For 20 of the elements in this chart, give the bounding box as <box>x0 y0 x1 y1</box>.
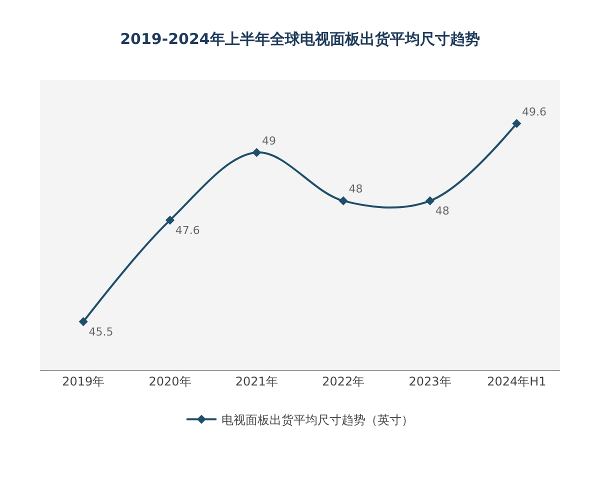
data-label: 47.6 <box>175 224 200 237</box>
point <box>252 148 262 158</box>
data-label: 45.5 <box>88 325 114 338</box>
point <box>338 196 348 206</box>
x-tick-label: 2024年H1 <box>487 374 546 388</box>
data-label: 48 <box>435 204 450 218</box>
data-label: 48 <box>348 182 363 196</box>
data-label: 49 <box>262 134 276 148</box>
point <box>425 196 435 206</box>
x-tick-label: 2023年 <box>408 374 452 388</box>
data-label: 49.6 <box>522 105 547 118</box>
x-tick-label: 2020年 <box>148 374 192 388</box>
x-tick-label: 2021年 <box>235 374 278 388</box>
point <box>78 317 88 326</box>
x-tick-label: 2022年 <box>322 374 365 388</box>
point <box>165 216 175 225</box>
chart-title: 2019-2024年上半年全球电视面板出货平均尺寸趋势 <box>120 30 480 48</box>
legend-label: 电视面板出货平均尺寸趋势（英寸） <box>222 412 414 427</box>
x-tick-label: 2019年 <box>62 374 105 388</box>
point <box>512 118 522 128</box>
